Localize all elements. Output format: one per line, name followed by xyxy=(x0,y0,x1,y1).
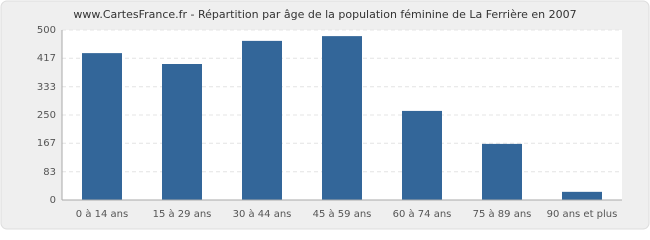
x-tick-label: 45 à 59 ans xyxy=(313,208,372,220)
bar xyxy=(162,64,202,200)
y-tick-label: 83 xyxy=(43,167,56,178)
y-tick-label: 333 xyxy=(37,82,56,93)
bar xyxy=(402,110,442,200)
bar xyxy=(242,40,282,200)
y-tick-label: 0 xyxy=(50,195,56,206)
x-tick-label: 75 à 89 ans xyxy=(473,208,532,220)
x-tick-label: 60 à 74 ans xyxy=(393,208,452,220)
bar xyxy=(322,36,362,201)
bar xyxy=(562,191,602,200)
chart: www.CartesFrance.fr - Répartition par âg… xyxy=(0,0,650,230)
chart-title: www.CartesFrance.fr - Répartition par âg… xyxy=(73,8,576,21)
y-tick-label: 250 xyxy=(37,110,56,121)
y-tick-label: 417 xyxy=(37,53,56,64)
x-tick-label: 30 à 44 ans xyxy=(233,208,292,220)
y-tick-label: 167 xyxy=(37,138,56,149)
x-tick-label: 90 ans et plus xyxy=(547,209,618,220)
y-tick-label: 500 xyxy=(37,25,56,36)
bar xyxy=(82,53,122,201)
bar xyxy=(482,143,522,200)
x-tick-label: 0 à 14 ans xyxy=(76,208,128,220)
x-tick-label: 15 à 29 ans xyxy=(153,208,212,220)
